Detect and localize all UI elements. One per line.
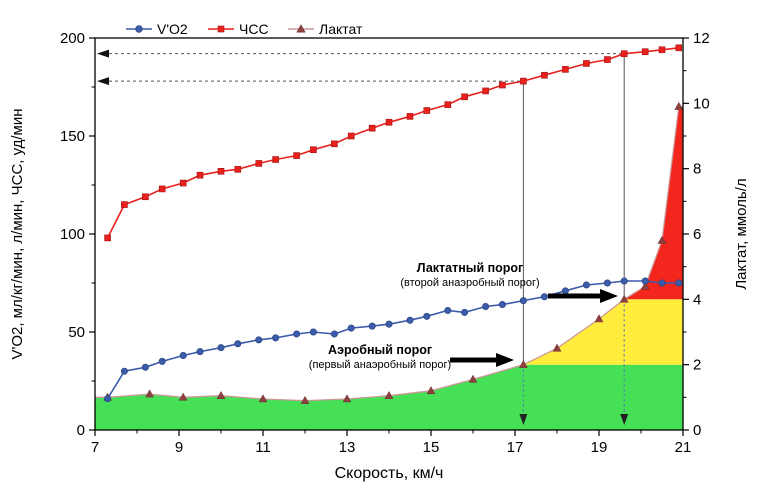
data-series xyxy=(95,44,684,404)
tick-label: 0 xyxy=(77,422,85,439)
tick-label: 200 xyxy=(60,30,85,47)
tick-label: 7 xyxy=(91,439,99,456)
y-axis-left-title: V'O2, мл/кг/мин, л/мин, ЧСС, уд/мин xyxy=(9,108,26,359)
tick-label: 50 xyxy=(68,324,85,341)
tick-label: 150 xyxy=(60,128,85,145)
axes: 0 50 100 150 200 0 2 4 6 8 10 12 7 9 11 13 15 17 19 21 xyxy=(60,30,710,456)
aerobic-threshold-arrow xyxy=(450,353,514,367)
aerobic-threshold-title: Аэробный порог xyxy=(328,343,432,357)
tick-label: 12 xyxy=(693,30,710,47)
y-axis-right-title: Лактат, ммоль/л xyxy=(733,178,750,289)
tick-label: 4 xyxy=(693,291,701,308)
tick-label: 15 xyxy=(423,439,440,456)
legend-marker-chss-icon xyxy=(217,25,225,33)
anaerobic-threshold-left-arrow-icon xyxy=(97,49,109,58)
legend-marker-vo2-icon xyxy=(135,25,143,33)
tick-label: 8 xyxy=(693,161,701,178)
zone-anaerobic-red xyxy=(95,106,683,300)
legend xyxy=(126,24,314,33)
lactate-zones xyxy=(95,106,683,430)
legend-label-chss: ЧСС xyxy=(239,21,269,37)
x-axis-title: Скорость, км/ч xyxy=(335,465,444,482)
lactate-threshold-title: Лактатный порог xyxy=(417,261,524,275)
tick-label: 13 xyxy=(339,439,356,456)
legend-marker-lactate-icon xyxy=(296,24,306,33)
tick-label: 2 xyxy=(693,357,701,374)
tick-label: 11 xyxy=(255,439,271,456)
lactate-series xyxy=(95,101,684,404)
legend-label-lactate: Лактат xyxy=(319,21,363,37)
threshold-lines xyxy=(97,49,629,425)
vo2-series xyxy=(104,277,683,403)
tick-label: 21 xyxy=(675,439,692,456)
tick-label: 0 xyxy=(693,422,701,439)
tick-label: 17 xyxy=(507,439,524,456)
aerobic-threshold-left-arrow-icon xyxy=(97,77,109,86)
lactate-threshold-arrow xyxy=(548,289,618,303)
tick-label: 19 xyxy=(591,439,608,456)
anaerobic-threshold-down-arrow-icon xyxy=(620,414,629,425)
chss-series xyxy=(104,44,683,242)
aerobic-threshold-subtitle: (первый анаэробный порог) xyxy=(309,359,451,371)
lactate-threshold-subtitle: (второй анаэробный порог) xyxy=(400,277,539,289)
legend-label-vo2: V'O2 xyxy=(157,21,188,37)
tick-label: 10 xyxy=(693,95,710,112)
tick-label: 100 xyxy=(60,226,85,243)
tick-label: 6 xyxy=(693,226,701,243)
tick-label: 9 xyxy=(175,439,183,456)
aerobic-threshold-down-arrow-icon xyxy=(519,414,528,425)
